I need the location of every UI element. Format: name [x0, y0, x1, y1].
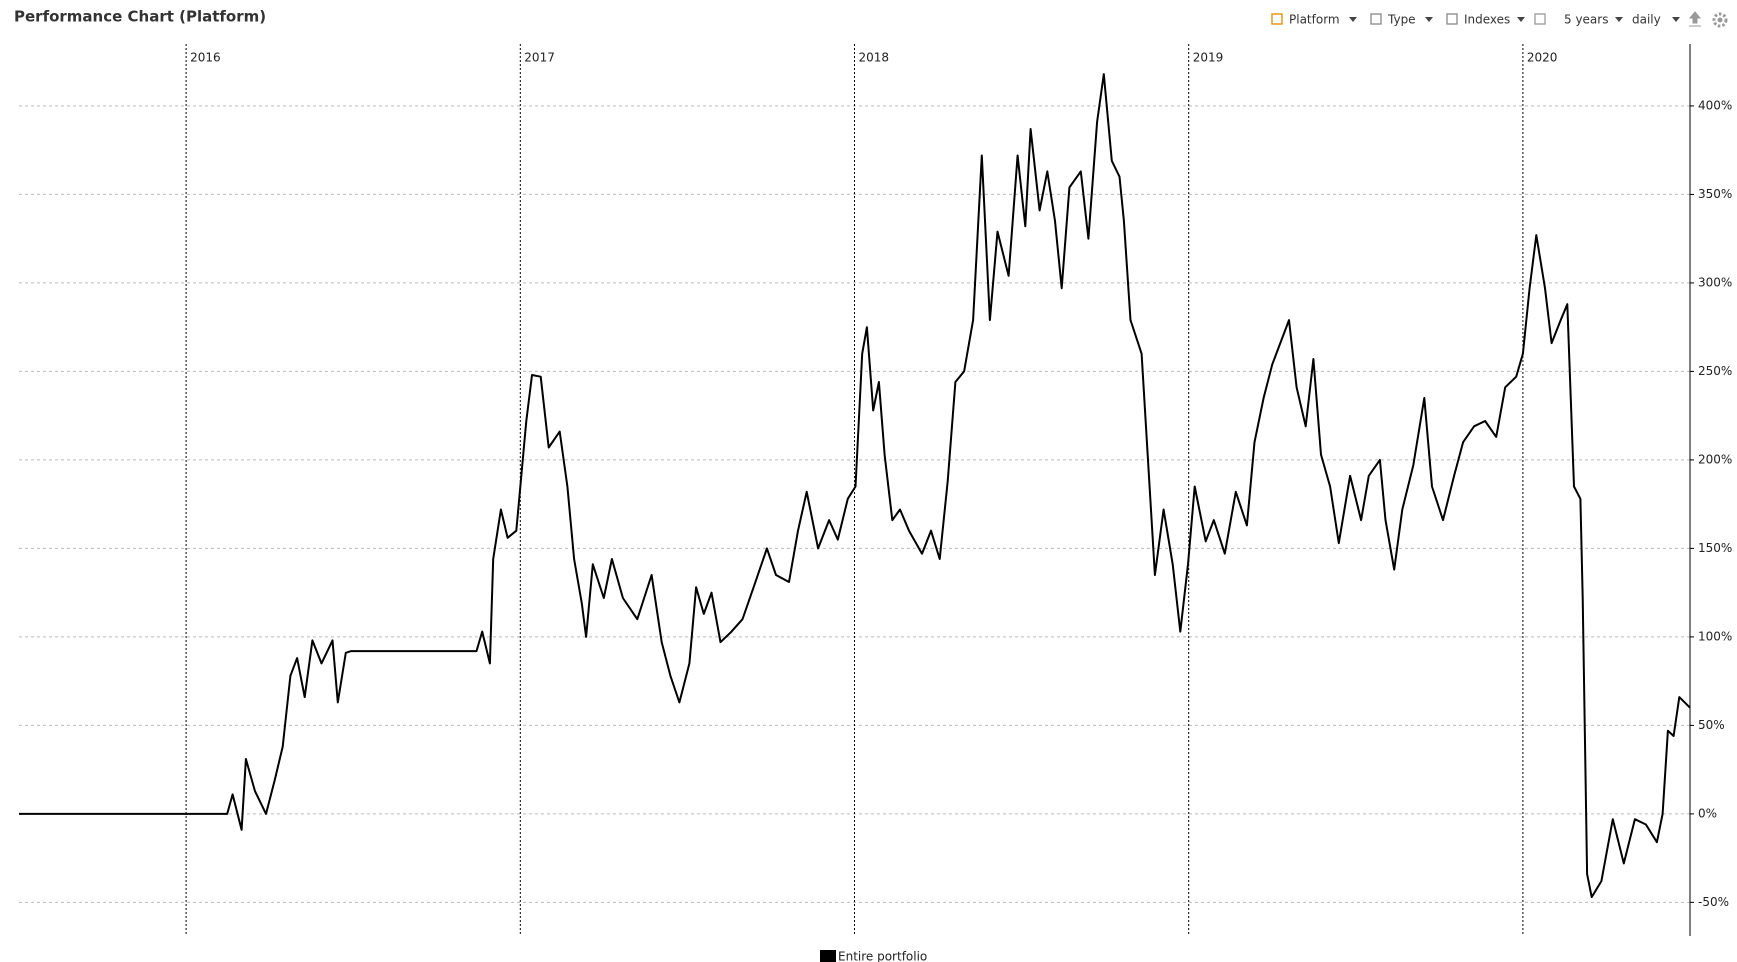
- export-icon[interactable]: [1688, 11, 1702, 27]
- period-select[interactable]: 5 years: [1564, 13, 1608, 27]
- series-line: [19, 73, 1691, 899]
- dropdown-arrow[interactable]: [1425, 17, 1433, 22]
- y-tick-label: 0%: [1698, 806, 1717, 820]
- y-tick-label: 150%: [1698, 541, 1732, 555]
- window-icon[interactable]: [1534, 13, 1546, 25]
- y-tick-label: 100%: [1698, 629, 1732, 643]
- y-tick-label: -50%: [1698, 895, 1729, 909]
- dropdown-arrow[interactable]: [1615, 17, 1623, 22]
- y-tick-label: 50%: [1698, 718, 1725, 732]
- y-tick-label: 400%: [1698, 98, 1732, 112]
- indexes-filter[interactable]: Indexes: [1464, 13, 1510, 27]
- dropdown-arrow[interactable]: [1349, 17, 1357, 22]
- settings-icon[interactable]: [1712, 12, 1728, 28]
- x-tick-label: 2016: [190, 51, 221, 65]
- checkbox[interactable]: [1446, 13, 1458, 25]
- interval-select[interactable]: daily: [1632, 13, 1661, 27]
- chart-title: Performance Chart (Platform): [14, 8, 266, 26]
- x-tick-label: 2020: [1527, 51, 1558, 65]
- y-tick-label: 250%: [1698, 364, 1732, 378]
- checkbox[interactable]: [1271, 13, 1283, 25]
- settings-icon-center[interactable]: [1717, 17, 1723, 23]
- y-tick-label: 300%: [1698, 275, 1732, 289]
- x-tick-label: 2019: [1193, 51, 1224, 65]
- y-tick-label: 200%: [1698, 452, 1732, 466]
- legend-swatch: [820, 950, 836, 962]
- y-tick-label: 350%: [1698, 187, 1732, 201]
- checkbox[interactable]: [1370, 13, 1382, 25]
- platform-filter[interactable]: Platform: [1289, 13, 1340, 27]
- toolbar: Platform Type Indexes 5 years daily: [1271, 11, 1728, 28]
- type-filter[interactable]: Type: [1387, 13, 1416, 27]
- x-tick-label: 2017: [524, 51, 555, 65]
- legend-label: Entire portfolio: [838, 950, 927, 962]
- x-tick-label: 2018: [859, 51, 890, 65]
- plot-area: -50% 0% 50% 100% 150% 200% 250% 300% 350% 400% 201…: [19, 44, 1732, 962]
- dropdown-arrow[interactable]: [1672, 17, 1680, 22]
- dropdown-arrow[interactable]: [1517, 17, 1525, 22]
